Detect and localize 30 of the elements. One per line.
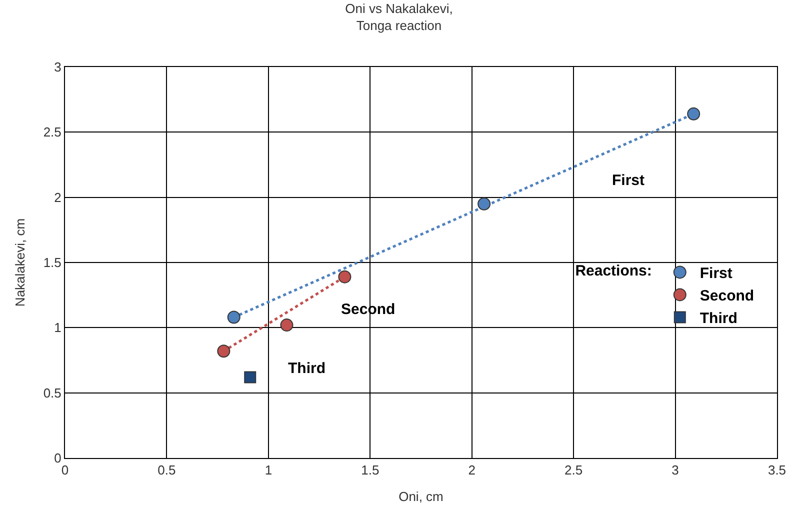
y-tick-label: 0 [54, 450, 62, 466]
x-tick-label: 1.5 [361, 462, 380, 478]
point [687, 107, 700, 120]
y-tick-label: 1.5 [43, 255, 62, 270]
point [227, 310, 240, 324]
x-tick-label: 1 [264, 462, 272, 478]
legend-label: Second [700, 288, 754, 305]
y-axis-title: Nakalakevi, cm [12, 218, 28, 307]
y-tick-label: 2.5 [43, 124, 62, 140]
point [338, 270, 352, 284]
legend-title: Reactions: [575, 262, 652, 280]
annotation: First [612, 172, 645, 189]
legend-label: Third [700, 310, 738, 328]
y-tick-label: 2 [54, 190, 62, 205]
chart-title: Oni vs Nakalakevi, Tonga reaction [345, 0, 453, 33]
point [244, 371, 256, 384]
point [478, 197, 491, 210]
y-tick-label: 1 [54, 320, 62, 336]
x-axis-title: Oni, cm [398, 489, 444, 504]
legend-label: First [700, 265, 732, 282]
x-tick-label: 3 [672, 462, 679, 478]
x-tick-label: 0.5 [158, 462, 176, 478]
point [217, 344, 230, 358]
x-tick-label: 2.5 [564, 462, 583, 478]
y-tick-label: 0.5 [43, 385, 62, 400]
point [280, 318, 294, 332]
x-tick-label: 3.5 [768, 462, 786, 478]
y-tick-label: 3 [54, 60, 62, 75]
annotation: Third [288, 360, 326, 377]
x-tick-label: 2 [468, 462, 476, 478]
